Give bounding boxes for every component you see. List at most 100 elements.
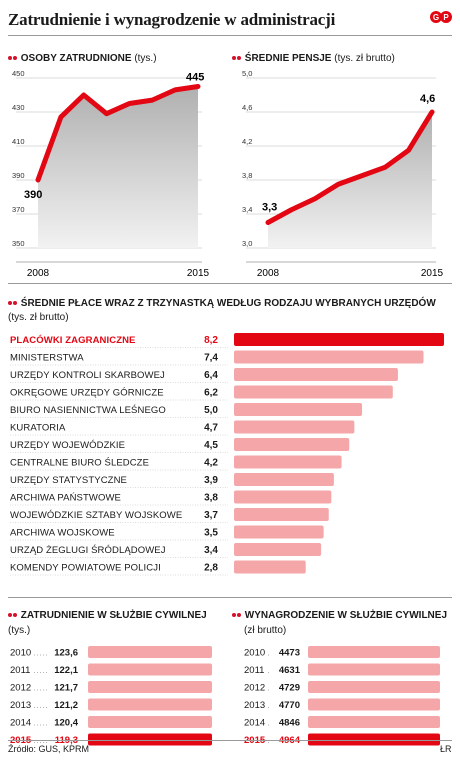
chart-civil-employment-unit: (tys.) [8,625,31,636]
office-category-label: Urząd żeglugi śródlądowej [10,544,166,556]
office-category-label: Kuratoria [10,423,66,434]
office-category-label: Placówki zagraniczne [10,334,136,346]
employees-data-label: 445 [186,72,204,84]
office-bar [234,473,334,486]
salary-y-tick: 3,0 [242,239,252,248]
office-category-label: Centralne Biuro Śledcze [10,457,149,469]
office-bar [234,543,322,556]
chart-offices-unit: (tys. zł brutto) [8,312,69,323]
office-bar [234,490,332,504]
salary-y-tick: 5,0 [242,69,252,78]
bullet-icon [8,301,12,305]
civil-salary-year-label: 2010 [244,648,265,659]
civil-employment-value-label: 122,1 [54,665,78,676]
employees-y-tick: 450 [12,69,25,78]
chart-civil-salary-header: Wynagrodzenie w służbie cywilnej [232,610,447,621]
office-value-label: 5,0 [204,405,218,416]
civil-employment-value-label: 120,4 [54,718,78,729]
employees-x-tick: 2008 [27,268,50,279]
employees-line [35,84,201,183]
civil-salary-year-label: 2013 [244,700,265,711]
office-value-label: 3,4 [204,545,218,556]
civil-salary-year-label: 2014 [244,718,265,729]
chart-salary-unit: (tys. zł brutto) [334,53,395,64]
bullet-icon [8,613,12,617]
chart-employees-title: Osoby zatrudnione [20,53,132,64]
civil-employment-bar [88,681,212,693]
office-category-label: Urzędy kontroli skarbowej [10,370,165,381]
chart-offices-title: Średnie płace wraz z trzynastką według r… [20,298,436,309]
civil-employment-year-label: 2014 [10,718,31,729]
salary-data-label: 4,6 [420,93,435,105]
salary-y-tick: 4,6 [242,103,252,112]
chart-civil-salary-title: Wynagrodzenie w służbie cywilnej [244,610,448,621]
chart-civil-salary-unit: (zł brutto) [244,625,287,636]
employees-data-label: 390 [24,189,42,201]
bullet-icon [13,613,17,617]
office-bar [234,508,329,521]
civil-employment-value-label: 121,7 [54,683,78,694]
salary-line [265,109,435,225]
salary-data-label: 3,3 [262,202,277,214]
logo-icon: G P [430,11,452,23]
office-category-label: Biuro Nasiennictwa Leśnego [10,404,166,416]
office-category-label: Wojewódzkie sztaby wojskowe [10,510,182,521]
civil-salary-value-label: 4473 [279,648,300,659]
civil-employment-bar [88,663,212,676]
office-bar [234,525,324,539]
employees-area [38,86,198,248]
office-bar [234,368,398,381]
title-rule [8,35,452,36]
chart-employees-unit: (tys.) [134,53,157,64]
bullet-icon [232,56,236,60]
office-value-label: 3,5 [204,528,218,539]
office-bar [234,560,306,574]
civil-salary-bar [308,698,440,711]
office-category-label: Urzędy statystyczne [10,475,127,486]
salary-y-tick: 3,8 [242,171,252,180]
salary-x-tick: 2008 [257,268,280,279]
civil-salary-year-label: 2011 [244,665,264,676]
page-title: Zatrudnienie i wynagrodzenie w administr… [8,10,336,29]
office-bar [234,455,342,469]
office-category-label: Komendy powiatowe policji [10,563,161,574]
office-value-label: 4,7 [204,423,218,434]
svg-text:G: G [433,13,439,22]
chart-salary-title: Średnie pensje [244,53,332,64]
civil-employment-year-label: 2011 [10,665,30,676]
civil-employment-year-label: 2010 [10,648,31,659]
office-bar [234,420,355,434]
source-note: Źródło: GUS, KPRM [8,744,90,754]
civil-salary-bar [308,716,440,728]
salary-y-tick: 4,2 [242,137,252,146]
office-category-label: Archiwa państwowe [10,493,121,504]
office-value-label: 6,2 [204,388,218,399]
office-category-label: Archiwa wojskowe [10,528,115,539]
office-value-label: 3,9 [204,475,218,486]
office-category-label: Urzędy wojewódzkie [10,440,125,451]
employees-y-tick: 350 [12,239,25,248]
salary-y-tick: 3,4 [242,205,252,214]
section-rule [8,597,452,598]
office-value-label: 8,2 [204,335,218,346]
civil-salary-value-label: 4846 [279,718,300,729]
civil-salary-value-label: 4729 [279,683,300,694]
employees-y-tick: 370 [12,205,25,214]
civil-employment-bar [88,698,212,711]
bullet-icon [237,56,241,60]
bullet-icon [232,613,236,617]
chart-salary-header: Średnie pensje (tys. zł brutto) [232,53,395,64]
office-value-label: 7,4 [204,353,218,364]
civil-salary-bar [308,663,440,676]
civil-salary-value-label: 4770 [279,700,300,711]
salary-x-tick: 2015 [421,268,444,279]
chart-civil-employment-header: Zatrudnienie w służbie cywilnej [8,610,207,621]
office-value-label: 3,8 [204,493,218,504]
chart-offices-header: Średnie płace wraz z trzynastką według r… [8,298,436,309]
bullet-icon [237,613,241,617]
chart-civil-employment-title: Zatrudnienie w służbie cywilnej [20,610,207,621]
